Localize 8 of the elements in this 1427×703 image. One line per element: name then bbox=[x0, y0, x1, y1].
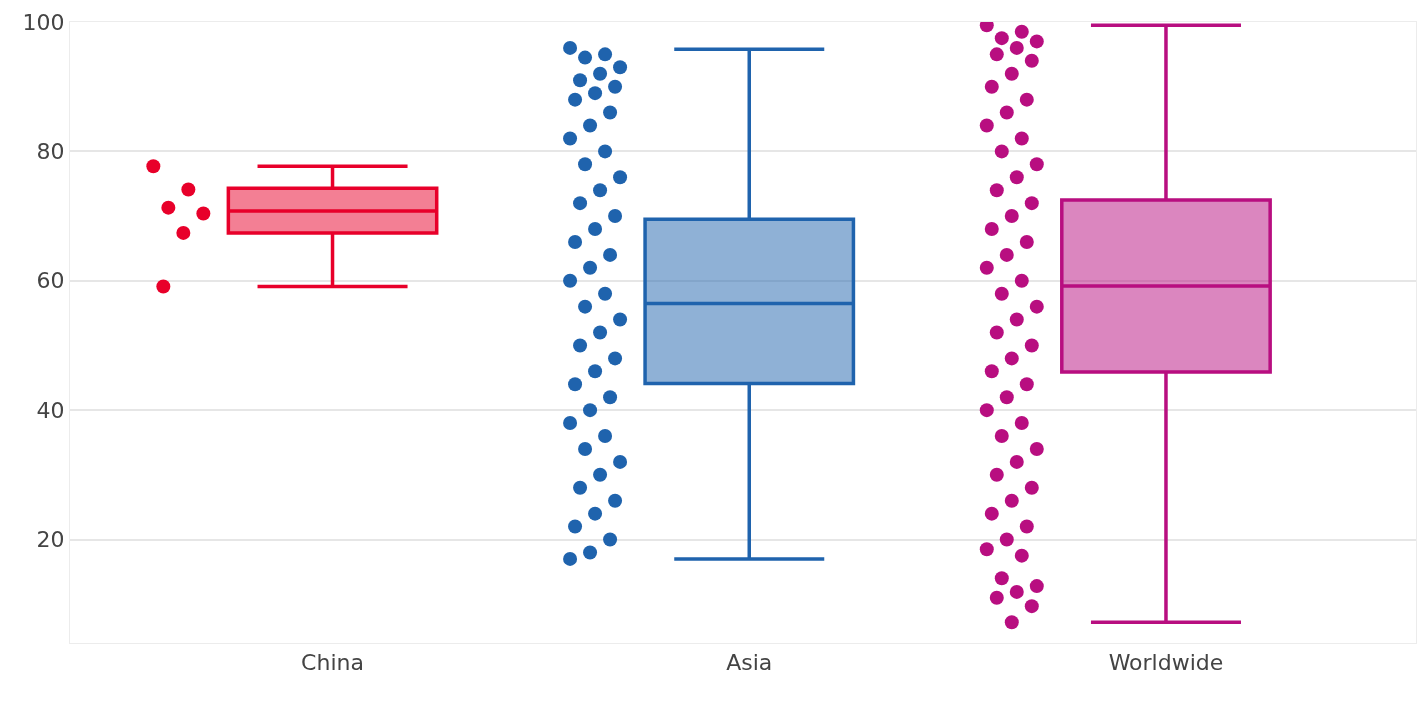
x-tick-label: Asia bbox=[726, 650, 773, 676]
x-tick-label: China bbox=[301, 650, 364, 676]
y-tick-label: 60 bbox=[36, 268, 65, 294]
x-tick-label: Worldwide bbox=[1108, 650, 1224, 676]
y-tick-label: 100 bbox=[22, 9, 65, 35]
y-tick-label: 80 bbox=[36, 139, 65, 165]
y-tick-label: 20 bbox=[36, 527, 65, 553]
y-tick-label: 40 bbox=[36, 397, 65, 423]
